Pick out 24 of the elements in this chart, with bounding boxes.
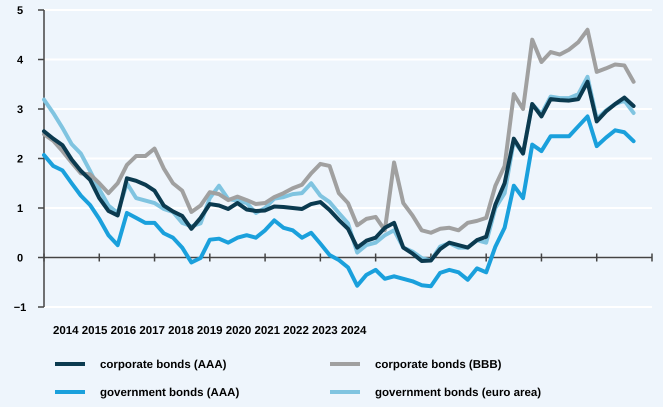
legend-label: corporate bonds (AAA) [100, 359, 227, 372]
text: 2015 [78, 325, 108, 337]
y-tick-label: −1 [14, 302, 26, 314]
y-tick-label: 0 [16, 252, 24, 264]
y-tick-label: 2 [16, 153, 24, 166]
text: 2014 [53, 325, 80, 337]
text: 2024 [338, 325, 368, 337]
text: 2020 [222, 325, 252, 337]
line-series [42, 114, 636, 288]
text: 2019 [194, 325, 222, 337]
y-tick-label: 5 [16, 4, 24, 17]
y-tick-label: 1 [16, 202, 24, 215]
legend-label: government bonds (AAA) [100, 387, 240, 400]
text: 2016 [107, 325, 136, 337]
line-series [42, 28, 636, 235]
text: 2023 [308, 325, 338, 337]
legend-label: corporate bonds (BBB) [375, 359, 502, 372]
text: 2021 [251, 325, 281, 337]
y-tick-label: 3 [16, 104, 24, 116]
legend-label: government bonds (euro area) [375, 387, 542, 400]
text: 2017 [136, 325, 165, 337]
y-tick-label: 4 [16, 54, 24, 66]
text: 2018 [164, 325, 194, 337]
text: 2022 [280, 325, 309, 337]
